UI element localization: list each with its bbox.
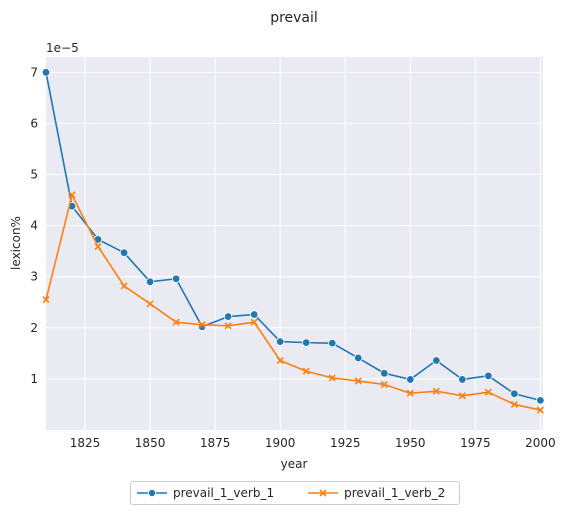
plot-area	[46, 57, 543, 430]
data-point	[224, 322, 232, 330]
data-point	[328, 374, 336, 382]
data-point	[119, 248, 129, 257]
y-tick-label: 2	[30, 321, 38, 335]
legend-item-series-2: prevail_1_verb_2	[308, 486, 445, 500]
data-point	[536, 406, 544, 414]
x-axis-label: year	[281, 457, 308, 471]
x-tick-label: 1925	[330, 436, 361, 450]
series-layer	[41, 68, 545, 414]
y-tick-label: 3	[30, 270, 38, 284]
y-scale-label: 1e−5	[46, 41, 79, 55]
data-point	[484, 371, 493, 381]
x-tick-label: 1850	[135, 436, 166, 450]
data-point	[249, 310, 259, 319]
x-tick-label: 1950	[395, 436, 426, 450]
data-point	[432, 356, 441, 365]
legend-marker-x-icon	[308, 489, 339, 497]
data-point	[328, 338, 337, 348]
data-point	[41, 68, 51, 77]
data-point	[458, 375, 467, 384]
data-point	[354, 377, 362, 385]
y-axis-label: lexicon%	[9, 216, 23, 270]
y-tick-label: 5	[30, 168, 38, 182]
data-point	[120, 282, 128, 290]
series-line-1	[45, 72, 541, 402]
x-tick-label: 2000	[525, 436, 556, 450]
data-point	[94, 243, 102, 251]
data-point	[223, 312, 233, 321]
x-tick-label: 1975	[460, 436, 491, 450]
data-point	[406, 375, 415, 384]
y-tick-labels: 1 2 3 4 5 6 7	[30, 65, 38, 386]
data-point	[302, 367, 310, 375]
data-point	[250, 318, 258, 326]
series-line-2	[45, 194, 541, 411]
data-point	[406, 389, 414, 397]
x-tick-labels: 1825 1850 1875 1900 1925 1950 1975 2000	[70, 436, 556, 450]
y-tick-label: 6	[30, 116, 38, 130]
data-point	[275, 337, 285, 346]
x-tick-label: 1875	[200, 436, 231, 450]
data-point	[536, 396, 545, 405]
x-tick-label: 1825	[70, 436, 101, 450]
legend: prevail_1_verb_1 prevail_1_verb_2	[130, 481, 460, 505]
data-point	[146, 300, 154, 308]
data-point	[302, 338, 311, 347]
data-point	[484, 388, 492, 396]
data-point	[171, 274, 181, 283]
data-point	[172, 318, 180, 326]
series-1	[41, 68, 545, 405]
y-tick-label: 1	[30, 372, 38, 386]
data-point	[432, 387, 440, 395]
data-point	[380, 380, 388, 389]
chart-title: prevail	[270, 10, 318, 26]
legend-marker-circle-icon	[137, 489, 167, 497]
data-point	[510, 389, 519, 398]
grid-lines	[46, 57, 543, 430]
data-point	[276, 356, 284, 365]
legend-label-series-1: prevail_1_verb_1	[173, 486, 275, 500]
data-point	[42, 296, 50, 304]
y-tick-label: 7	[30, 65, 38, 79]
legend-label-series-2: prevail_1_verb_2	[344, 486, 446, 500]
data-point	[380, 369, 389, 378]
data-point	[458, 392, 466, 400]
y-tick-label: 4	[30, 219, 38, 233]
data-point	[198, 321, 206, 329]
x-tick-label: 1900	[265, 436, 296, 450]
data-point	[145, 277, 155, 287]
data-point	[68, 191, 76, 199]
data-point	[354, 353, 363, 363]
legend-item-series-1: prevail_1_verb_1	[137, 486, 274, 500]
series-2	[42, 191, 544, 414]
data-point	[510, 400, 518, 409]
